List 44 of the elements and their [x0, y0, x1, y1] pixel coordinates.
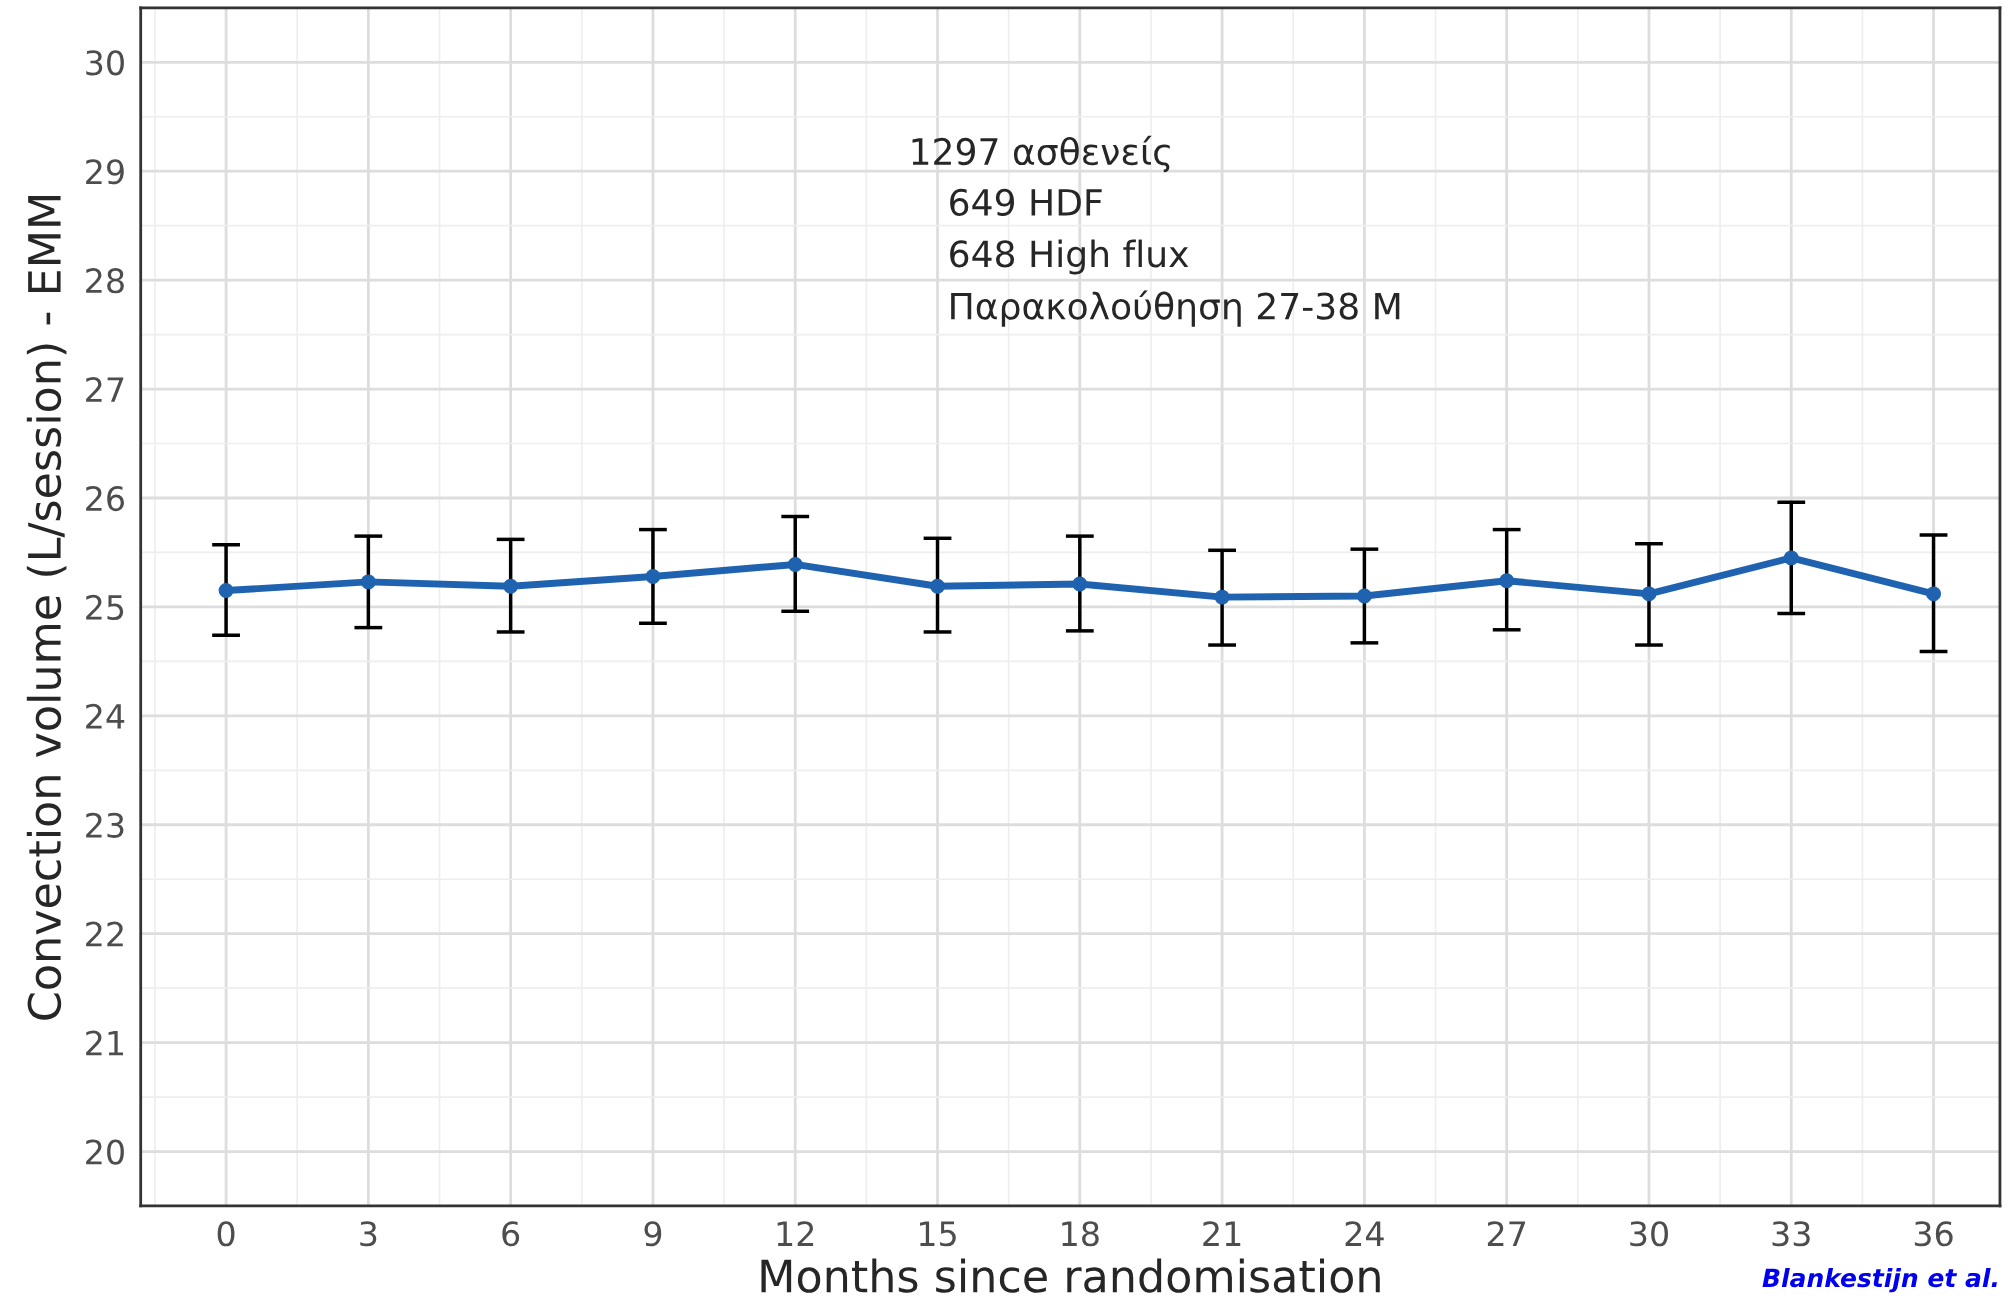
- x-tick-label: 18: [1062, 1221, 1099, 1247]
- point: [1072, 576, 1088, 592]
- y-tick-label: 26: [86, 485, 125, 512]
- x-tick-label: 33: [1772, 1221, 1810, 1247]
- x-tick-label: 0: [217, 1221, 235, 1247]
- annotation: 648 High flux: [950, 239, 1189, 275]
- x-tick-label: 6: [502, 1221, 520, 1247]
- x-tick-label: 9: [644, 1221, 662, 1247]
- point: [1641, 586, 1657, 602]
- x-axis-title: Months since randomisation: [761, 1258, 1380, 1293]
- x-tick-label: 30: [1630, 1221, 1668, 1247]
- point: [645, 568, 661, 584]
- point: [930, 578, 945, 594]
- y-tick-label: 23: [86, 812, 124, 838]
- x-tick-label: 12: [777, 1221, 814, 1246]
- x-tick-label: 3: [360, 1221, 377, 1247]
- annotation: Παρακολούθηση 27-38 Μ: [951, 290, 1400, 327]
- point: [787, 556, 803, 572]
- x-tick-label: 36: [1914, 1221, 1953, 1247]
- y-tick-label: 29: [86, 159, 124, 185]
- x-tick-label: 15: [919, 1221, 956, 1247]
- point: [360, 574, 376, 590]
- point: [1783, 550, 1799, 566]
- text: Blankestijn et al.: [1762, 1267, 1997, 1293]
- point: [218, 583, 234, 599]
- annotation: 1297 ασθενείς: [912, 135, 1170, 173]
- x-tick-label: 27: [1487, 1221, 1526, 1246]
- y-tick-label: 27: [86, 377, 124, 402]
- y-tick-label: 25: [86, 594, 124, 621]
- point: [1356, 588, 1372, 604]
- point: [503, 578, 519, 594]
- y-tick-label: 24: [86, 703, 125, 729]
- y-tick-label: 30: [86, 50, 124, 76]
- y-axis-title: Convection volume (L/session) - EMM: [26, 196, 67, 1020]
- y-tick-label: 20: [86, 1139, 124, 1165]
- point: [1214, 589, 1230, 605]
- y-tick-label: 21: [86, 1030, 124, 1056]
- point: [1926, 586, 1942, 602]
- x-tick-label: 21: [1203, 1221, 1241, 1246]
- annotation: 649 HDF: [950, 188, 1102, 217]
- y-tick-label: 22: [86, 921, 123, 947]
- y-tick-label: 28: [86, 268, 124, 294]
- x-tick-label: 24: [1345, 1221, 1384, 1246]
- point: [1499, 573, 1515, 589]
